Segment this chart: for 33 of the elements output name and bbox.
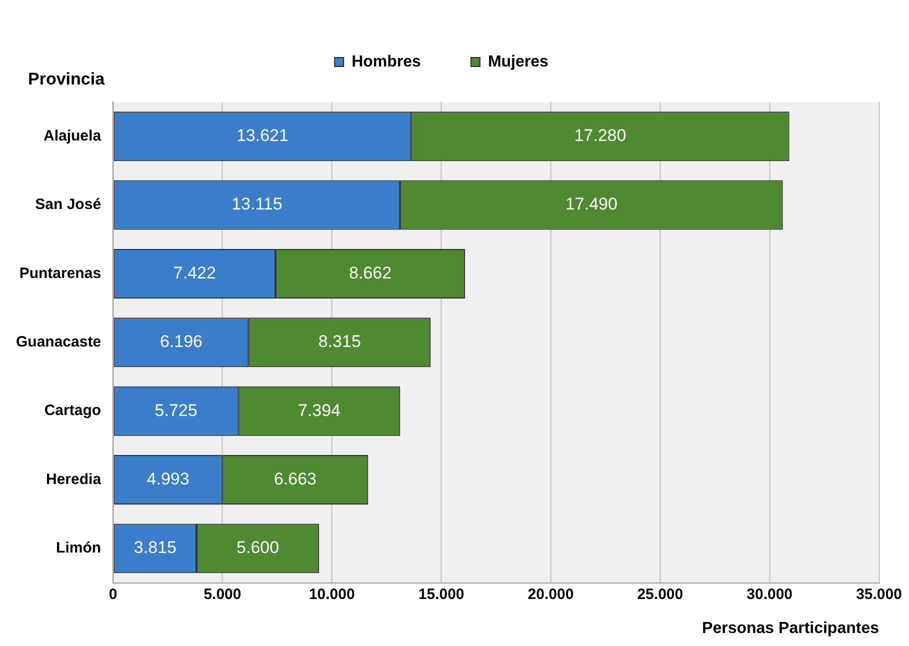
x-tick-label: 35.000 <box>856 586 902 603</box>
x-tick-label: 5.000 <box>204 586 242 603</box>
y-axis-title: Provincia <box>28 70 106 89</box>
x-tick-label: 25.000 <box>637 586 684 603</box>
x-tick-label: 20.000 <box>528 586 574 603</box>
y-tick-label: Alajuela <box>44 127 102 144</box>
y-tick-label: Cartago <box>44 402 102 420</box>
data-label: 17.490 <box>565 194 618 214</box>
x-tick-label: 0 <box>108 586 118 603</box>
x-tick-label: 30.000 <box>746 586 793 603</box>
x-tick-label: 10.000 <box>308 586 355 603</box>
x-tick-label: 15.000 <box>418 586 464 603</box>
y-tick-label: Guanacaste <box>16 334 102 351</box>
y-tick-label: Heredia <box>46 470 102 488</box>
legend-label: Mujeres <box>488 53 549 70</box>
data-label: 7.394 <box>298 400 341 420</box>
data-label: 5.600 <box>236 538 280 558</box>
y-tick-label: San José <box>35 196 102 214</box>
data-label: 7.422 <box>173 263 216 282</box>
data-label: 3.815 <box>134 538 176 558</box>
data-label: 13.621 <box>236 126 288 146</box>
data-label: 5.725 <box>154 400 198 420</box>
data-label: 4.993 <box>146 469 190 488</box>
legend-label: Hombres <box>352 53 422 70</box>
data-label: 6.663 <box>274 469 316 488</box>
data-label: 13.115 <box>232 194 282 214</box>
data-label: 8.315 <box>318 332 361 352</box>
x-axis-title: Personas Participantes <box>702 620 880 637</box>
y-tick-label: Puntarenas <box>19 264 102 282</box>
data-label: 6.196 <box>160 332 202 352</box>
y-tick-label: Limón <box>56 540 102 557</box>
data-label: 8.662 <box>348 263 392 282</box>
data-label: 17.280 <box>574 126 626 146</box>
